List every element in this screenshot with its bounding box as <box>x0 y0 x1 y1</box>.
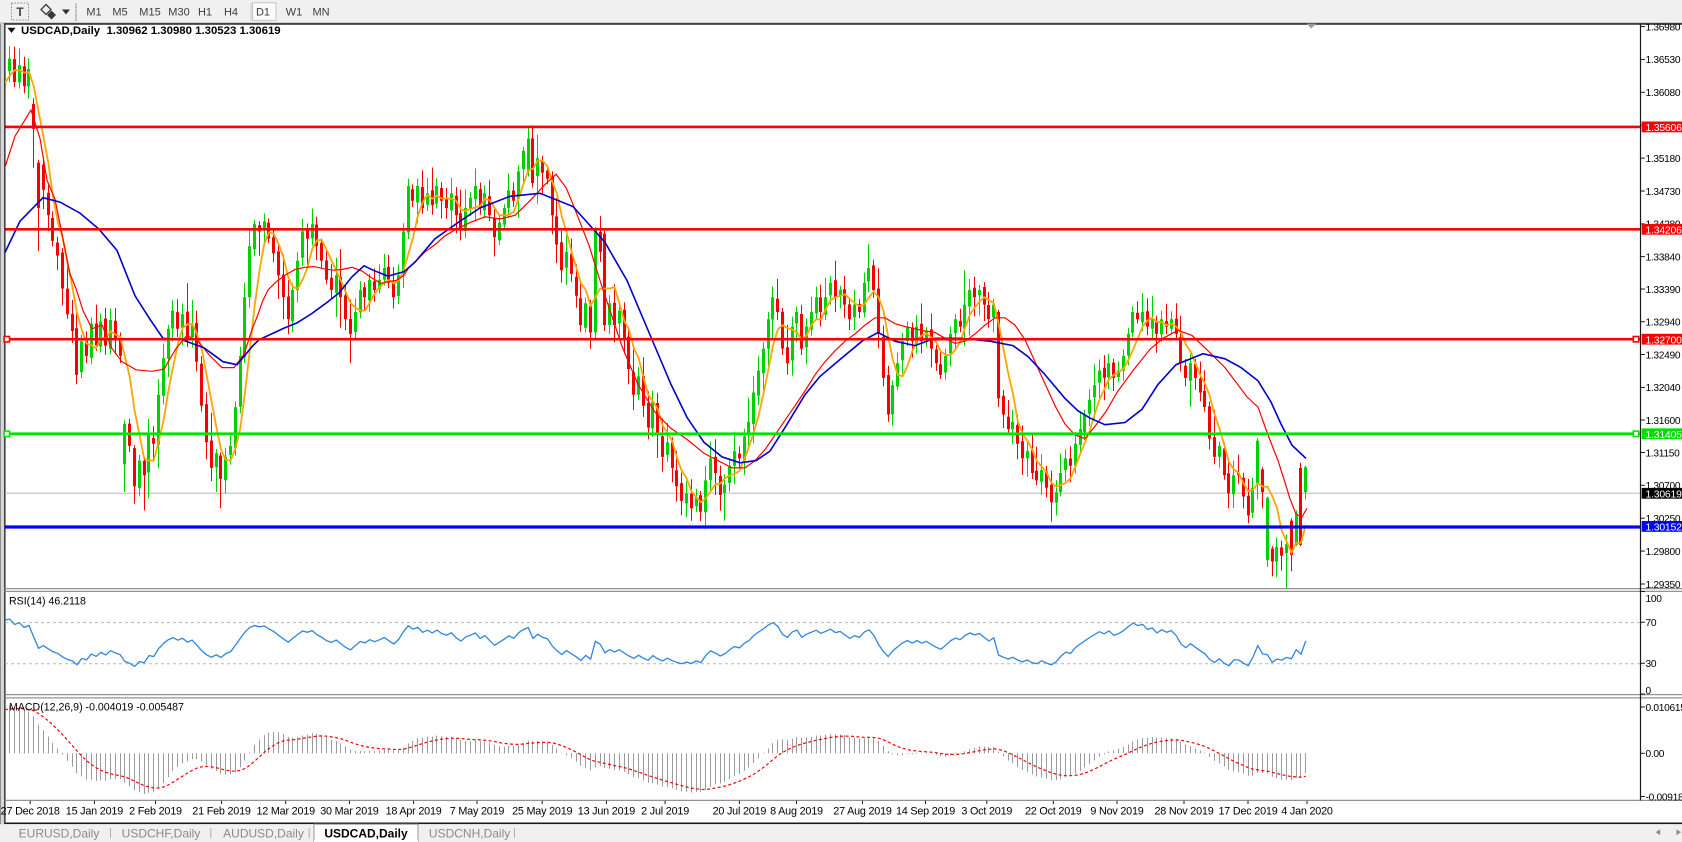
svg-text:25 May 2019: 25 May 2019 <box>512 806 572 818</box>
svg-text:8 Aug 2019: 8 Aug 2019 <box>770 806 823 818</box>
svg-text:27 Dec 2018: 27 Dec 2018 <box>1 806 60 818</box>
svg-text:12 Mar 2019: 12 Mar 2019 <box>256 806 315 818</box>
svg-text:2 Feb 2019: 2 Feb 2019 <box>129 806 182 818</box>
svg-text:1.33840: 1.33840 <box>1646 252 1681 263</box>
svg-text:USDCAD,Daily 1.30962 1.30980: USDCAD,Daily 1.30962 1.30980 1.30523 1.3… <box>21 25 281 37</box>
svg-text:1.34206: 1.34206 <box>1646 225 1682 236</box>
svg-text:3 Oct 2019: 3 Oct 2019 <box>961 806 1012 818</box>
svg-text:MACD(12,26,9) -0.004019 -0.005: MACD(12,26,9) -0.004019 -0.005487 <box>9 702 184 714</box>
svg-text:27 Aug 2019: 27 Aug 2019 <box>833 806 892 818</box>
svg-text:1.35606: 1.35606 <box>1646 123 1682 134</box>
svg-text:1.30152: 1.30152 <box>1646 523 1682 534</box>
svg-text:M30: M30 <box>168 7 189 19</box>
svg-text:RSI(14) 46.2118: RSI(14) 46.2118 <box>9 596 86 608</box>
svg-text:17 Dec 2019: 17 Dec 2019 <box>1218 806 1277 818</box>
svg-text:18 Apr 2019: 18 Apr 2019 <box>386 806 442 818</box>
svg-text:0: 0 <box>1646 686 1652 697</box>
svg-text:20 Jul 2019: 20 Jul 2019 <box>713 806 767 818</box>
svg-text:30: 30 <box>1646 659 1657 670</box>
svg-text:28 Nov 2019: 28 Nov 2019 <box>1154 806 1213 818</box>
svg-text:1.32040: 1.32040 <box>1646 383 1681 394</box>
svg-text:1.36080: 1.36080 <box>1646 88 1681 99</box>
svg-text:0.010615: 0.010615 <box>1646 703 1682 714</box>
svg-text:1.35180: 1.35180 <box>1646 154 1681 165</box>
svg-text:USDCNH,Daily: USDCNH,Daily <box>429 827 510 841</box>
svg-text:1.29800: 1.29800 <box>1646 547 1681 558</box>
svg-text:M1: M1 <box>86 7 101 19</box>
svg-text:21 Feb 2019: 21 Feb 2019 <box>192 806 251 818</box>
svg-text:9 Nov 2019: 9 Nov 2019 <box>1090 806 1143 818</box>
svg-text:1.36530: 1.36530 <box>1646 55 1681 66</box>
svg-text:USDCAD,Daily: USDCAD,Daily <box>324 827 408 841</box>
svg-text:1.31405: 1.31405 <box>1646 430 1682 441</box>
svg-text:100: 100 <box>1646 594 1663 605</box>
svg-text:AUDUSD,Daily: AUDUSD,Daily <box>223 827 304 841</box>
svg-text:H1: H1 <box>198 7 212 19</box>
svg-text:1.31150: 1.31150 <box>1646 448 1681 459</box>
svg-text:1.30619: 1.30619 <box>1646 489 1682 500</box>
svg-text:0.00: 0.00 <box>1646 749 1665 760</box>
svg-text:7 May 2019: 7 May 2019 <box>450 806 505 818</box>
svg-text:D1: D1 <box>256 7 270 19</box>
svg-text:M5: M5 <box>112 7 127 19</box>
svg-text:MN: MN <box>312 7 329 19</box>
svg-text:USDCHF,Daily: USDCHF,Daily <box>122 827 201 841</box>
svg-text:T: T <box>16 5 24 19</box>
svg-text:W1: W1 <box>286 7 303 19</box>
svg-text:70: 70 <box>1646 618 1657 629</box>
svg-text:1.36980: 1.36980 <box>1646 22 1681 33</box>
svg-text:1.30700: 1.30700 <box>1646 481 1681 492</box>
svg-text:H4: H4 <box>224 7 238 19</box>
svg-text:2 Jul 2019: 2 Jul 2019 <box>641 806 689 818</box>
svg-text:4 Jan 2020: 4 Jan 2020 <box>1281 806 1333 818</box>
svg-text:13 Jun 2019: 13 Jun 2019 <box>578 806 635 818</box>
svg-text:1.29350: 1.29350 <box>1646 580 1681 591</box>
svg-text:1.30250: 1.30250 <box>1646 514 1681 525</box>
svg-text:22 Oct 2019: 22 Oct 2019 <box>1025 806 1082 818</box>
svg-text:-0.00918: -0.00918 <box>1646 792 1682 803</box>
svg-text:15 Jan 2019: 15 Jan 2019 <box>66 806 123 818</box>
svg-text:EURUSD,Daily: EURUSD,Daily <box>19 827 100 841</box>
svg-text:1.32490: 1.32490 <box>1646 350 1681 361</box>
svg-text:30 Mar 2019: 30 Mar 2019 <box>320 806 379 818</box>
svg-text:1.33390: 1.33390 <box>1646 285 1681 296</box>
svg-text:1.34730: 1.34730 <box>1646 187 1681 198</box>
svg-text:M15: M15 <box>139 7 160 19</box>
svg-text:1.32940: 1.32940 <box>1646 318 1681 329</box>
svg-text:1.31600: 1.31600 <box>1646 416 1681 427</box>
svg-text:14 Sep 2019: 14 Sep 2019 <box>896 806 955 818</box>
svg-text:1.32700: 1.32700 <box>1646 335 1682 346</box>
